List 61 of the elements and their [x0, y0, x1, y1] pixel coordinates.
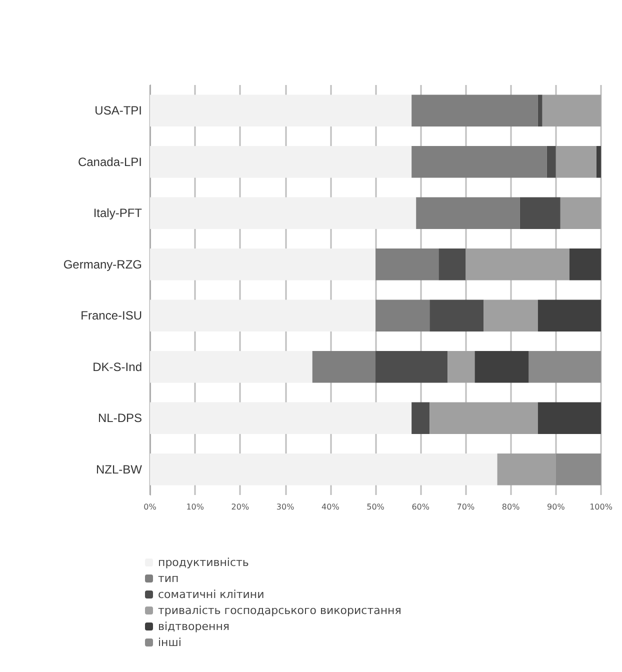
- bar: [538, 402, 601, 434]
- bar: [448, 350, 475, 383]
- y-tick-label: Canada-LPI: [78, 154, 142, 169]
- bar: [556, 146, 596, 178]
- legend-label: інші: [158, 636, 182, 649]
- y-tick-label: Italy-PFT: [93, 206, 143, 220]
- x-tick-label: 20%: [231, 502, 250, 512]
- bar: [430, 300, 484, 332]
- bar: [150, 300, 376, 332]
- legend-label: соматичні клітини: [158, 588, 264, 601]
- bar: [569, 248, 601, 280]
- legend-label: тип: [158, 572, 179, 585]
- bar: [150, 453, 498, 486]
- bar: [312, 350, 376, 383]
- bar: [150, 350, 312, 383]
- x-tick-label: 30%: [276, 502, 295, 512]
- bar: [474, 350, 529, 383]
- x-tick-label: 70%: [456, 502, 475, 512]
- y-tick-label: France-ISU: [80, 308, 142, 323]
- bar: [484, 300, 538, 332]
- bar: [497, 453, 556, 486]
- bar: [528, 350, 601, 383]
- x-tick-label: 0%: [144, 502, 157, 512]
- y-tick-label: DK-S-Ind: [92, 360, 142, 374]
- x-tick-label: 100%: [590, 502, 613, 512]
- bar: [376, 248, 439, 280]
- x-tick-label: 60%: [412, 502, 430, 512]
- y-tick-label: NL-DPS: [98, 411, 142, 426]
- bar: [546, 146, 556, 178]
- bar: [466, 248, 570, 280]
- bar: [556, 453, 601, 486]
- bar: [150, 94, 412, 127]
- x-tick-label: 50%: [366, 502, 385, 512]
- legend-label: продуктивність: [158, 556, 249, 569]
- legend-label: відтворення: [158, 620, 230, 633]
- bar: [150, 197, 416, 230]
- bar: [438, 248, 466, 280]
- bar: [430, 402, 538, 434]
- bar: [412, 402, 430, 434]
- bar: [416, 197, 520, 230]
- bar: [560, 197, 601, 230]
- x-tick-label: 80%: [502, 502, 520, 512]
- y-tick-label: NZL-BW: [96, 462, 143, 476]
- bar: [538, 300, 601, 332]
- bar: [376, 300, 430, 332]
- bar: [376, 350, 448, 383]
- bar: [596, 146, 601, 178]
- bar: [150, 146, 412, 178]
- x-tick-label: 40%: [322, 502, 340, 512]
- legend-label: тривалість господарського використання: [158, 604, 402, 617]
- bar: [412, 146, 547, 178]
- x-tick-label: 90%: [547, 502, 566, 512]
- y-tick-label: Germany-RZG: [63, 257, 142, 272]
- bar: [520, 197, 560, 230]
- bar: [412, 94, 538, 127]
- bar: [542, 94, 601, 127]
- y-tick-label: USA-TPI: [94, 104, 142, 118]
- x-tick-label: 10%: [186, 502, 204, 512]
- bar: [150, 248, 376, 280]
- bar: [538, 94, 542, 127]
- bar: [150, 402, 412, 434]
